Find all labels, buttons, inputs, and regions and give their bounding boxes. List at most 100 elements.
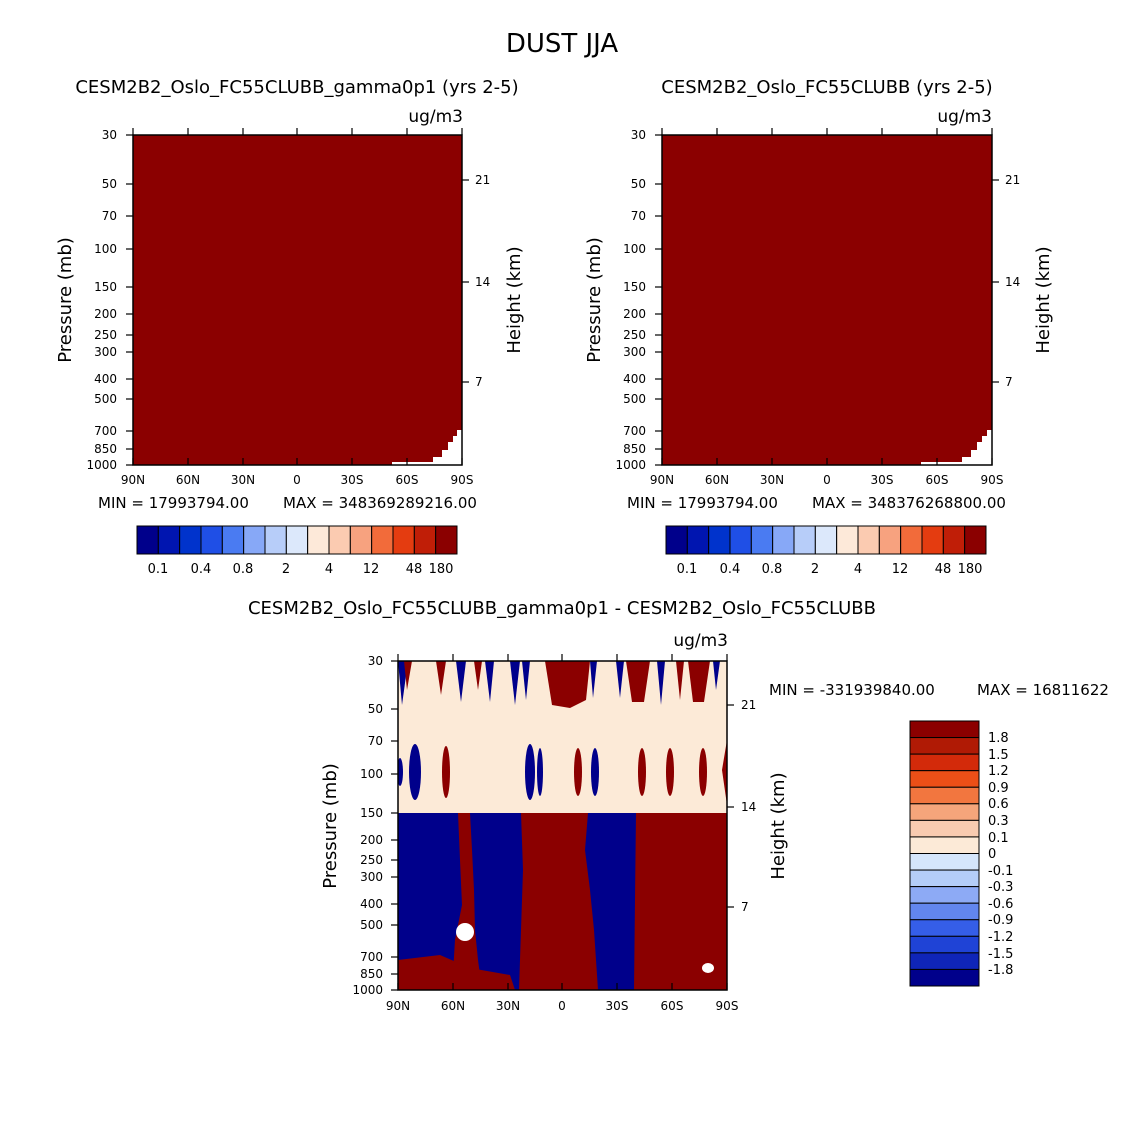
colorbar-swatch bbox=[909, 935, 980, 954]
colorbar-swatch bbox=[909, 819, 980, 838]
panel-1-x-tick: 90S bbox=[451, 473, 474, 487]
colorbar-swatch bbox=[909, 869, 980, 888]
panel-1-height-tick: 7 bbox=[475, 375, 483, 389]
panel-1-y-label: Pressure (mb) bbox=[55, 237, 76, 363]
colorbar-swatch bbox=[909, 919, 980, 937]
colorbar-swatch bbox=[686, 525, 710, 555]
panel-1-x-tick: 30N bbox=[231, 473, 255, 487]
colorbar-swatch bbox=[413, 525, 437, 555]
panel-3-positive-spot bbox=[398, 758, 403, 786]
panel-3-y-tick-labels: 30 50 70 100 150 200 250 300 400 500 700… bbox=[352, 654, 383, 997]
panel-1-colorbar-label: 2 bbox=[282, 562, 290, 577]
panel-3-x-tick-labels: 90N 60N 30N 0 30S 60S 90S bbox=[386, 999, 739, 1013]
panel-3-height-tick: 14 bbox=[741, 800, 756, 814]
panel-3-top-spike bbox=[688, 661, 710, 702]
panel-2-ticks bbox=[655, 128, 999, 466]
panel-2-y-right-label: Height (km) bbox=[1033, 246, 1054, 353]
colorbar-swatch bbox=[909, 853, 980, 871]
panel-3-y-label: Pressure (mb) bbox=[320, 763, 341, 889]
colorbar-swatch bbox=[157, 525, 181, 555]
panel-1-x-tick: 60S bbox=[396, 473, 419, 487]
panel-1-x-tick: 30S bbox=[341, 473, 364, 487]
panel-3-colorbar-label: -0.3 bbox=[988, 880, 1013, 895]
panel-1-ticks bbox=[126, 128, 469, 466]
panel-3-positive-spot bbox=[591, 748, 599, 796]
colorbar-swatch bbox=[729, 525, 752, 555]
colorbar-swatch bbox=[909, 720, 980, 739]
panel-2-y-tick: 850 bbox=[623, 442, 646, 456]
colorbar-swatch bbox=[836, 525, 859, 555]
panel-3-positive-spot bbox=[525, 744, 535, 800]
panel-2-units: ug/m3 bbox=[937, 107, 992, 127]
panel-1-y-tick: 200 bbox=[94, 307, 117, 321]
panel-1-y-right-tick-labels: 21 14 7 bbox=[475, 173, 490, 389]
panel-1-missing-region bbox=[392, 430, 462, 465]
panel-2-x-tick: 90N bbox=[650, 473, 674, 487]
panel-2-height-tick: 7 bbox=[1005, 375, 1013, 389]
panel-2-colorbar-label: 180 bbox=[958, 562, 983, 577]
panel-3-top-spike bbox=[436, 661, 446, 695]
colorbar-swatch bbox=[285, 525, 309, 555]
panel-2-y-tick: 250 bbox=[623, 328, 646, 342]
panel-3-title: CESM2B2_Oslo_FC55CLUBB_gamma0p1 - CESM2B… bbox=[248, 598, 876, 619]
panel-3-top-spike bbox=[545, 661, 590, 708]
panel-1-x-tick: 60N bbox=[176, 473, 200, 487]
panel-2-height-tick: 14 bbox=[1005, 275, 1020, 289]
panel-3-x-tick: 30N bbox=[496, 999, 520, 1013]
panel-3-top-spike bbox=[474, 661, 482, 690]
panel-2-field bbox=[662, 135, 992, 465]
panel-2-colorbar-label: 0.1 bbox=[677, 562, 698, 577]
panel-3-y-tick: 200 bbox=[360, 833, 383, 847]
panel-2-title: CESM2B2_Oslo_FC55CLUBB (yrs 2-5) bbox=[661, 77, 992, 98]
panel-3-top-spike bbox=[676, 661, 684, 700]
panel-3-colorbar-label: 0.1 bbox=[988, 831, 1009, 846]
panel-2-y-label: Pressure (mb) bbox=[584, 237, 605, 363]
panel-3-x-tick: 30S bbox=[606, 999, 629, 1013]
colorbar-swatch bbox=[221, 525, 245, 555]
panel-3-y-tick: 700 bbox=[360, 950, 383, 964]
colorbar-swatch bbox=[909, 886, 980, 904]
colorbar-swatch bbox=[857, 525, 880, 555]
panel-3-colorbar-label: -0.1 bbox=[988, 864, 1013, 879]
panel-3-y-tick: 850 bbox=[360, 967, 383, 981]
colorbar-swatch bbox=[307, 525, 330, 555]
panel-1-colorbar: 0.1 0.4 0.8 2 4 12 48 180 bbox=[136, 525, 458, 577]
panel-3-y-tick: 400 bbox=[360, 897, 383, 911]
colorbar-swatch bbox=[909, 786, 980, 805]
panel-3-colorbar: 1.8 1.5 1.2 0.9 0.6 0.3 0.1 0 -0.1 -0.3 … bbox=[909, 720, 1013, 987]
panel-1-height-tick: 21 bbox=[475, 173, 490, 187]
panel-1-x-tick: 90N bbox=[121, 473, 145, 487]
colorbar-swatch bbox=[878, 525, 902, 555]
panel-2-y-tick: 50 bbox=[631, 177, 646, 191]
panel-1-y-tick: 700 bbox=[94, 424, 117, 438]
panel-3-y-tick: 250 bbox=[360, 853, 383, 867]
panel-3-colorbar-label: 0.6 bbox=[988, 797, 1009, 812]
panel-1-y-tick: 50 bbox=[102, 177, 117, 191]
panel-3-positive-spot bbox=[409, 744, 421, 800]
colorbar-swatch bbox=[392, 525, 415, 555]
panel-3-top-spike bbox=[713, 661, 720, 690]
panel-1-y-tick: 850 bbox=[94, 442, 117, 456]
panel-1-y-tick: 100 bbox=[94, 242, 117, 256]
panel-3-colorbar-label: -0.9 bbox=[988, 913, 1013, 928]
panel-3-y-tick: 300 bbox=[360, 870, 383, 884]
panel-1-colorbar-label: 0.4 bbox=[191, 562, 212, 577]
panel-3-height-tick: 7 bbox=[741, 900, 749, 914]
panel-2-colorbar-label: 0.8 bbox=[762, 562, 783, 577]
panel-3-positive-spot bbox=[666, 748, 674, 796]
colorbar-swatch bbox=[909, 770, 980, 788]
panel-2-y-tick: 100 bbox=[623, 242, 646, 256]
panel-3-y-tick: 150 bbox=[360, 806, 383, 820]
panel-3-top-spike bbox=[590, 661, 597, 698]
panel-3-y-tick: 70 bbox=[368, 734, 383, 748]
figure-title: DUST JJA bbox=[506, 29, 619, 59]
panel-2-plot bbox=[661, 134, 993, 466]
panel-3-colorbar-label: -0.6 bbox=[988, 897, 1013, 912]
panel-1-y-tick: 400 bbox=[94, 372, 117, 386]
panel-3-top-spike bbox=[522, 661, 530, 700]
colorbar-swatch bbox=[909, 952, 980, 970]
panel-3-colorbar-label: -1.5 bbox=[988, 947, 1013, 962]
colorbar-swatch bbox=[328, 525, 351, 555]
panel-1-y-tick: 500 bbox=[94, 392, 117, 406]
panel-1-min-label: MIN = 17993794.00 bbox=[98, 494, 249, 512]
